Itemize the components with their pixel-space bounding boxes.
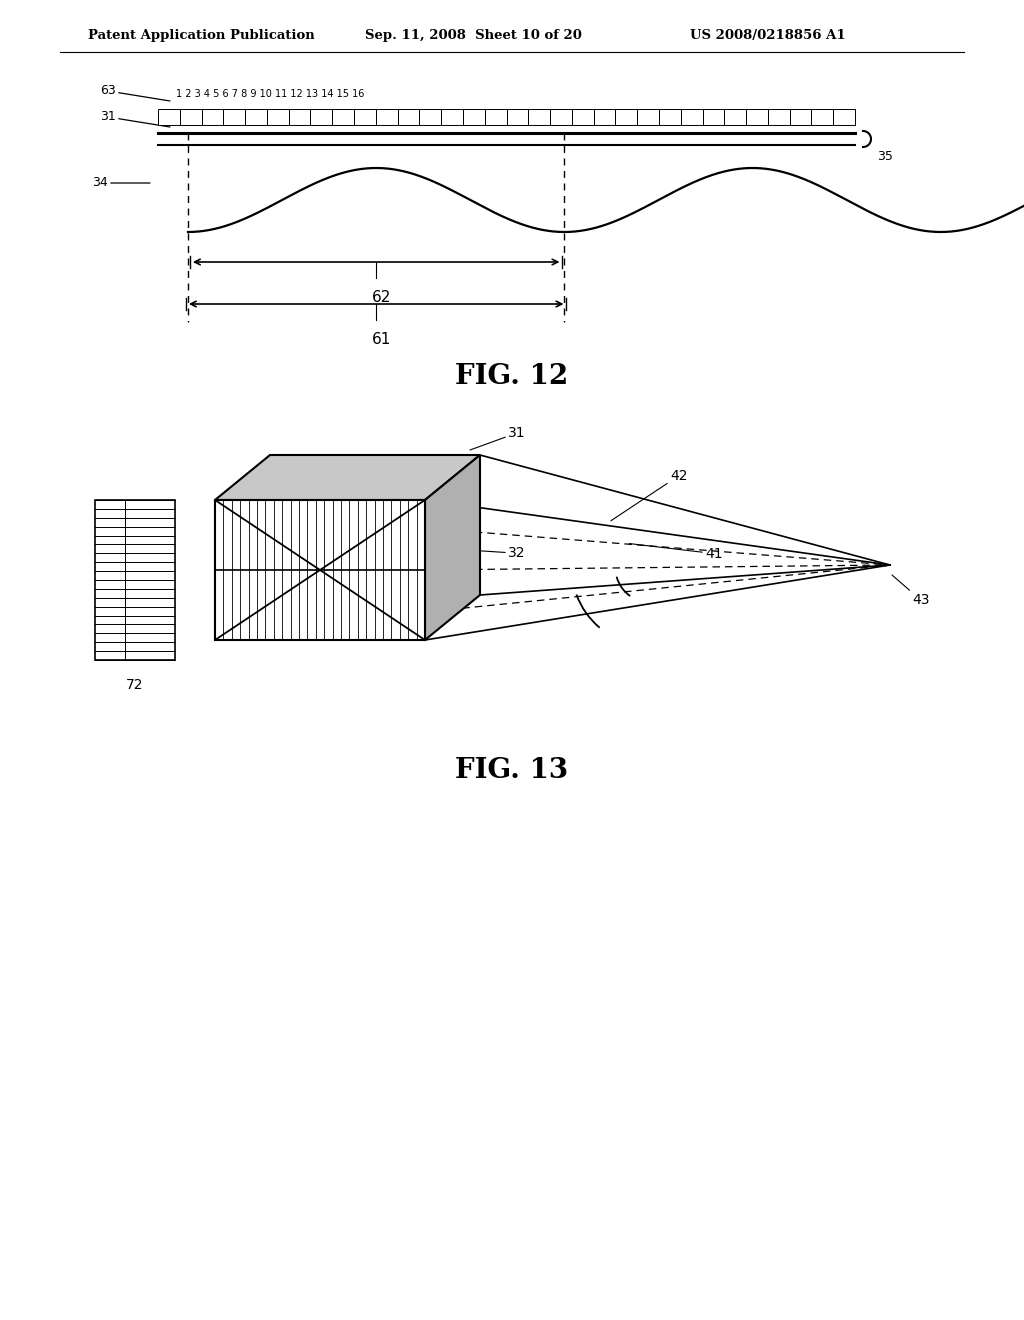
Text: 1 2 3 4 5 6 7 8 9 10 11 12 13 14 15 16: 1 2 3 4 5 6 7 8 9 10 11 12 13 14 15 16 (176, 88, 365, 99)
Bar (834, 110, 855, 125)
Bar (289, 110, 310, 125)
Bar (681, 110, 702, 125)
Bar (441, 110, 463, 125)
Text: 35: 35 (877, 150, 893, 164)
Bar (420, 110, 441, 125)
Bar (811, 110, 834, 125)
Text: 63: 63 (100, 84, 170, 102)
Bar (180, 110, 202, 125)
Bar (484, 110, 507, 125)
Bar (768, 110, 790, 125)
Bar (267, 110, 289, 125)
Bar (507, 110, 528, 125)
Text: 31: 31 (470, 426, 525, 450)
Bar (245, 110, 267, 125)
Text: 61: 61 (372, 333, 391, 347)
Text: 72: 72 (126, 678, 143, 692)
Bar (790, 110, 811, 125)
Bar (746, 110, 768, 125)
Bar (659, 110, 681, 125)
Bar (332, 110, 354, 125)
Text: US 2008/0218856 A1: US 2008/0218856 A1 (690, 29, 846, 41)
Text: Patent Application Publication: Patent Application Publication (88, 29, 314, 41)
Bar (550, 110, 571, 125)
Bar (354, 110, 376, 125)
Bar (528, 110, 550, 125)
Bar (397, 110, 420, 125)
Bar (376, 110, 397, 125)
Polygon shape (425, 455, 480, 640)
Bar (594, 110, 615, 125)
Bar (571, 110, 594, 125)
Bar (95, 500, 175, 660)
Text: 41: 41 (630, 544, 723, 561)
Text: 31: 31 (100, 111, 170, 127)
Polygon shape (215, 455, 480, 500)
Text: FIG. 12: FIG. 12 (456, 363, 568, 391)
Text: 32: 32 (452, 546, 525, 560)
Text: FIG. 13: FIG. 13 (456, 756, 568, 784)
Bar (158, 110, 180, 125)
Bar (223, 110, 245, 125)
Bar (463, 110, 484, 125)
Text: 43: 43 (892, 576, 930, 607)
Text: 34: 34 (92, 177, 150, 190)
Bar (637, 110, 659, 125)
Bar (310, 110, 332, 125)
Polygon shape (215, 500, 425, 640)
Bar (702, 110, 724, 125)
Text: 62: 62 (372, 290, 391, 305)
Text: Sep. 11, 2008  Sheet 10 of 20: Sep. 11, 2008 Sheet 10 of 20 (365, 29, 582, 41)
Bar (724, 110, 746, 125)
Text: 42: 42 (611, 469, 687, 521)
Bar (615, 110, 637, 125)
Bar (202, 110, 223, 125)
